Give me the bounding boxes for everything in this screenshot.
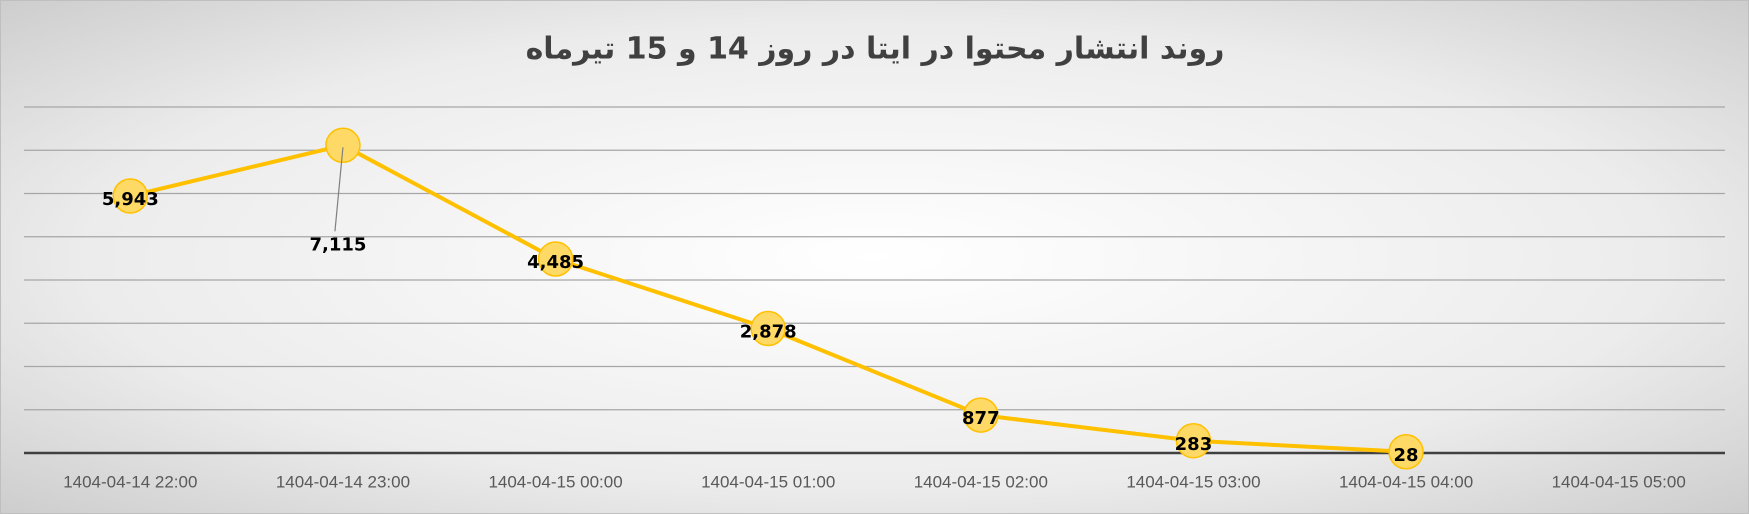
data-label: 2,878 xyxy=(740,322,797,343)
data-label: 28 xyxy=(1394,445,1419,466)
chart-title: روند انتشار محتوا در ایتا در روز 14 و 15… xyxy=(526,32,1225,67)
data-label: 4,485 xyxy=(527,252,584,273)
x-tick-label: 1404-04-15 02:00 xyxy=(914,472,1048,491)
x-tick-label: 1404-04-15 03:00 xyxy=(1126,472,1260,491)
data-label: 5,943 xyxy=(102,189,159,210)
data-label: 877 xyxy=(962,408,1000,429)
marker xyxy=(1388,434,1424,470)
x-tick-label: 1404-04-15 04:00 xyxy=(1339,472,1473,491)
marker xyxy=(537,241,574,277)
marker xyxy=(750,310,786,347)
marker xyxy=(963,397,999,433)
x-tick-label: 1404-04-15 01:00 xyxy=(701,472,835,491)
data-label: 7,115 xyxy=(309,234,366,255)
x-tick-label: 1404-04-14 22:00 xyxy=(63,472,197,491)
x-tick-label: 1404-04-15 00:00 xyxy=(488,472,622,491)
data-label: 283 xyxy=(1175,434,1213,455)
leader-line xyxy=(334,147,344,232)
marker xyxy=(112,178,149,214)
marker xyxy=(325,127,361,164)
marker xyxy=(1175,423,1212,459)
x-tick-label: 1404-04-14 23:00 xyxy=(276,472,410,491)
x-tick-label: 1404-04-15 05:00 xyxy=(1552,472,1686,491)
